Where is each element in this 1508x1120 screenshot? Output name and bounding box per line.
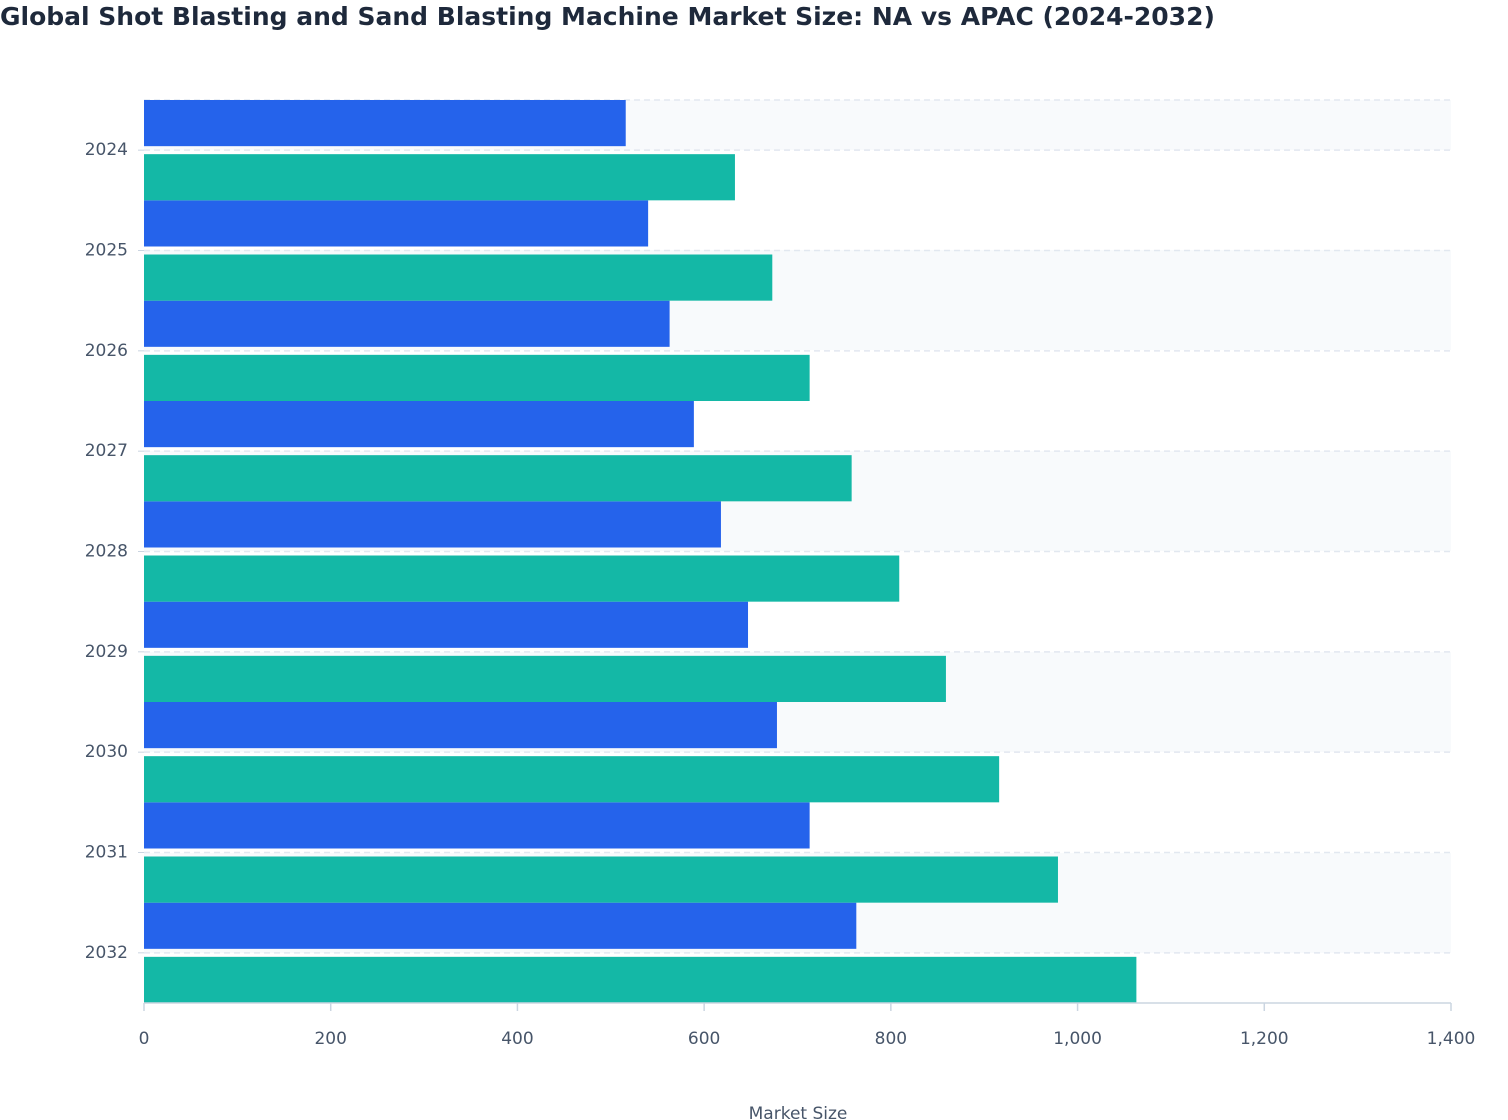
bar: [144, 856, 1058, 903]
bar: [144, 902, 857, 949]
x-tick-label: 800: [875, 1029, 907, 1049]
x-tick-label: 1,400: [1427, 1029, 1476, 1049]
bar: [144, 956, 1137, 1003]
bar: [144, 802, 810, 849]
bar: [144, 655, 946, 702]
chart-title: Global Shot Blasting and Sand Blasting M…: [0, 2, 1215, 31]
bar: [144, 200, 649, 247]
x-tick-label: 1,200: [1240, 1029, 1289, 1049]
x-tick-label: 200: [314, 1029, 346, 1049]
bar: [144, 702, 777, 749]
bar: [144, 555, 900, 602]
y-tick-label: 2027: [85, 441, 128, 461]
y-tick-label: 2026: [85, 341, 128, 361]
bar: [144, 756, 1000, 803]
bar: [144, 300, 670, 347]
bar: [144, 501, 721, 548]
bar: [144, 154, 735, 201]
x-tick-label: 0: [139, 1029, 150, 1049]
bar: [144, 401, 694, 448]
x-tick-label: 600: [688, 1029, 720, 1049]
y-tick-label: 2030: [85, 742, 128, 762]
bar: [144, 354, 810, 401]
x-tick-label: 400: [501, 1029, 533, 1049]
bar: [144, 601, 749, 648]
bar: [144, 254, 773, 301]
y-tick-label: 2024: [85, 140, 128, 160]
x-tick-label: 1,000: [1053, 1029, 1102, 1049]
bar: [144, 455, 852, 502]
y-tick-label: 2032: [85, 943, 128, 963]
y-tick-label: 2031: [85, 843, 128, 863]
bar: [144, 100, 626, 147]
x-axis-title: Market Size: [749, 1104, 848, 1120]
y-tick-label: 2029: [85, 642, 128, 662]
y-tick-label: 2025: [85, 241, 128, 261]
y-tick-label: 2028: [85, 542, 128, 562]
